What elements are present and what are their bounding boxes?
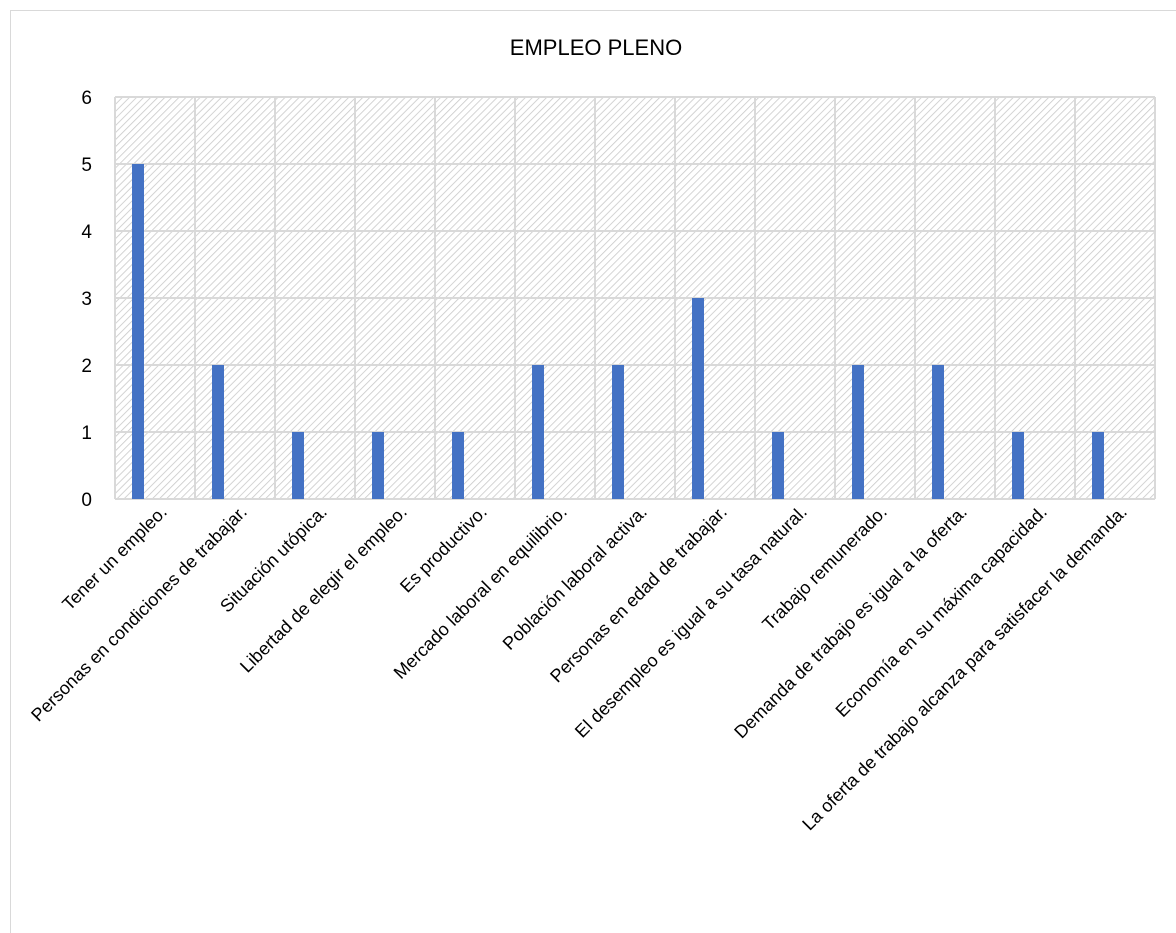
bar bbox=[372, 432, 384, 499]
y-tick-label: 4 bbox=[81, 222, 92, 243]
x-tick-label: Mercado laboral en equilibrio. bbox=[390, 502, 571, 683]
x-axis-labels: Tener un empleo.Personas en condiciones … bbox=[27, 502, 1131, 835]
bar bbox=[132, 164, 144, 499]
grid-lines bbox=[114, 96, 1156, 500]
x-tick-label: Libertad de elegir el empleo. bbox=[236, 502, 411, 677]
y-tick-label: 3 bbox=[81, 289, 92, 310]
bar bbox=[932, 365, 944, 499]
chart-frame bbox=[10, 10, 1176, 933]
x-tick-label: Población laboral activa. bbox=[499, 502, 651, 654]
bar bbox=[772, 432, 784, 499]
bar bbox=[852, 365, 864, 499]
y-axis-ticks: 0 1 2 3 4 5 6 bbox=[81, 88, 92, 511]
bar bbox=[212, 365, 224, 499]
bar bbox=[612, 365, 624, 499]
bar bbox=[292, 432, 304, 499]
y-tick-label: 5 bbox=[81, 155, 92, 176]
bar bbox=[1092, 432, 1104, 499]
y-tick-label: 6 bbox=[81, 88, 92, 109]
bar bbox=[692, 298, 704, 499]
bar bbox=[532, 365, 544, 499]
y-tick-label: 0 bbox=[81, 490, 92, 511]
bar bbox=[1012, 432, 1024, 499]
y-tick-label: 1 bbox=[81, 423, 92, 444]
bars bbox=[132, 164, 1104, 499]
bar bbox=[452, 432, 464, 499]
chart-title: EMPLEO PLENO bbox=[510, 35, 682, 60]
y-tick-label: 2 bbox=[81, 356, 92, 377]
